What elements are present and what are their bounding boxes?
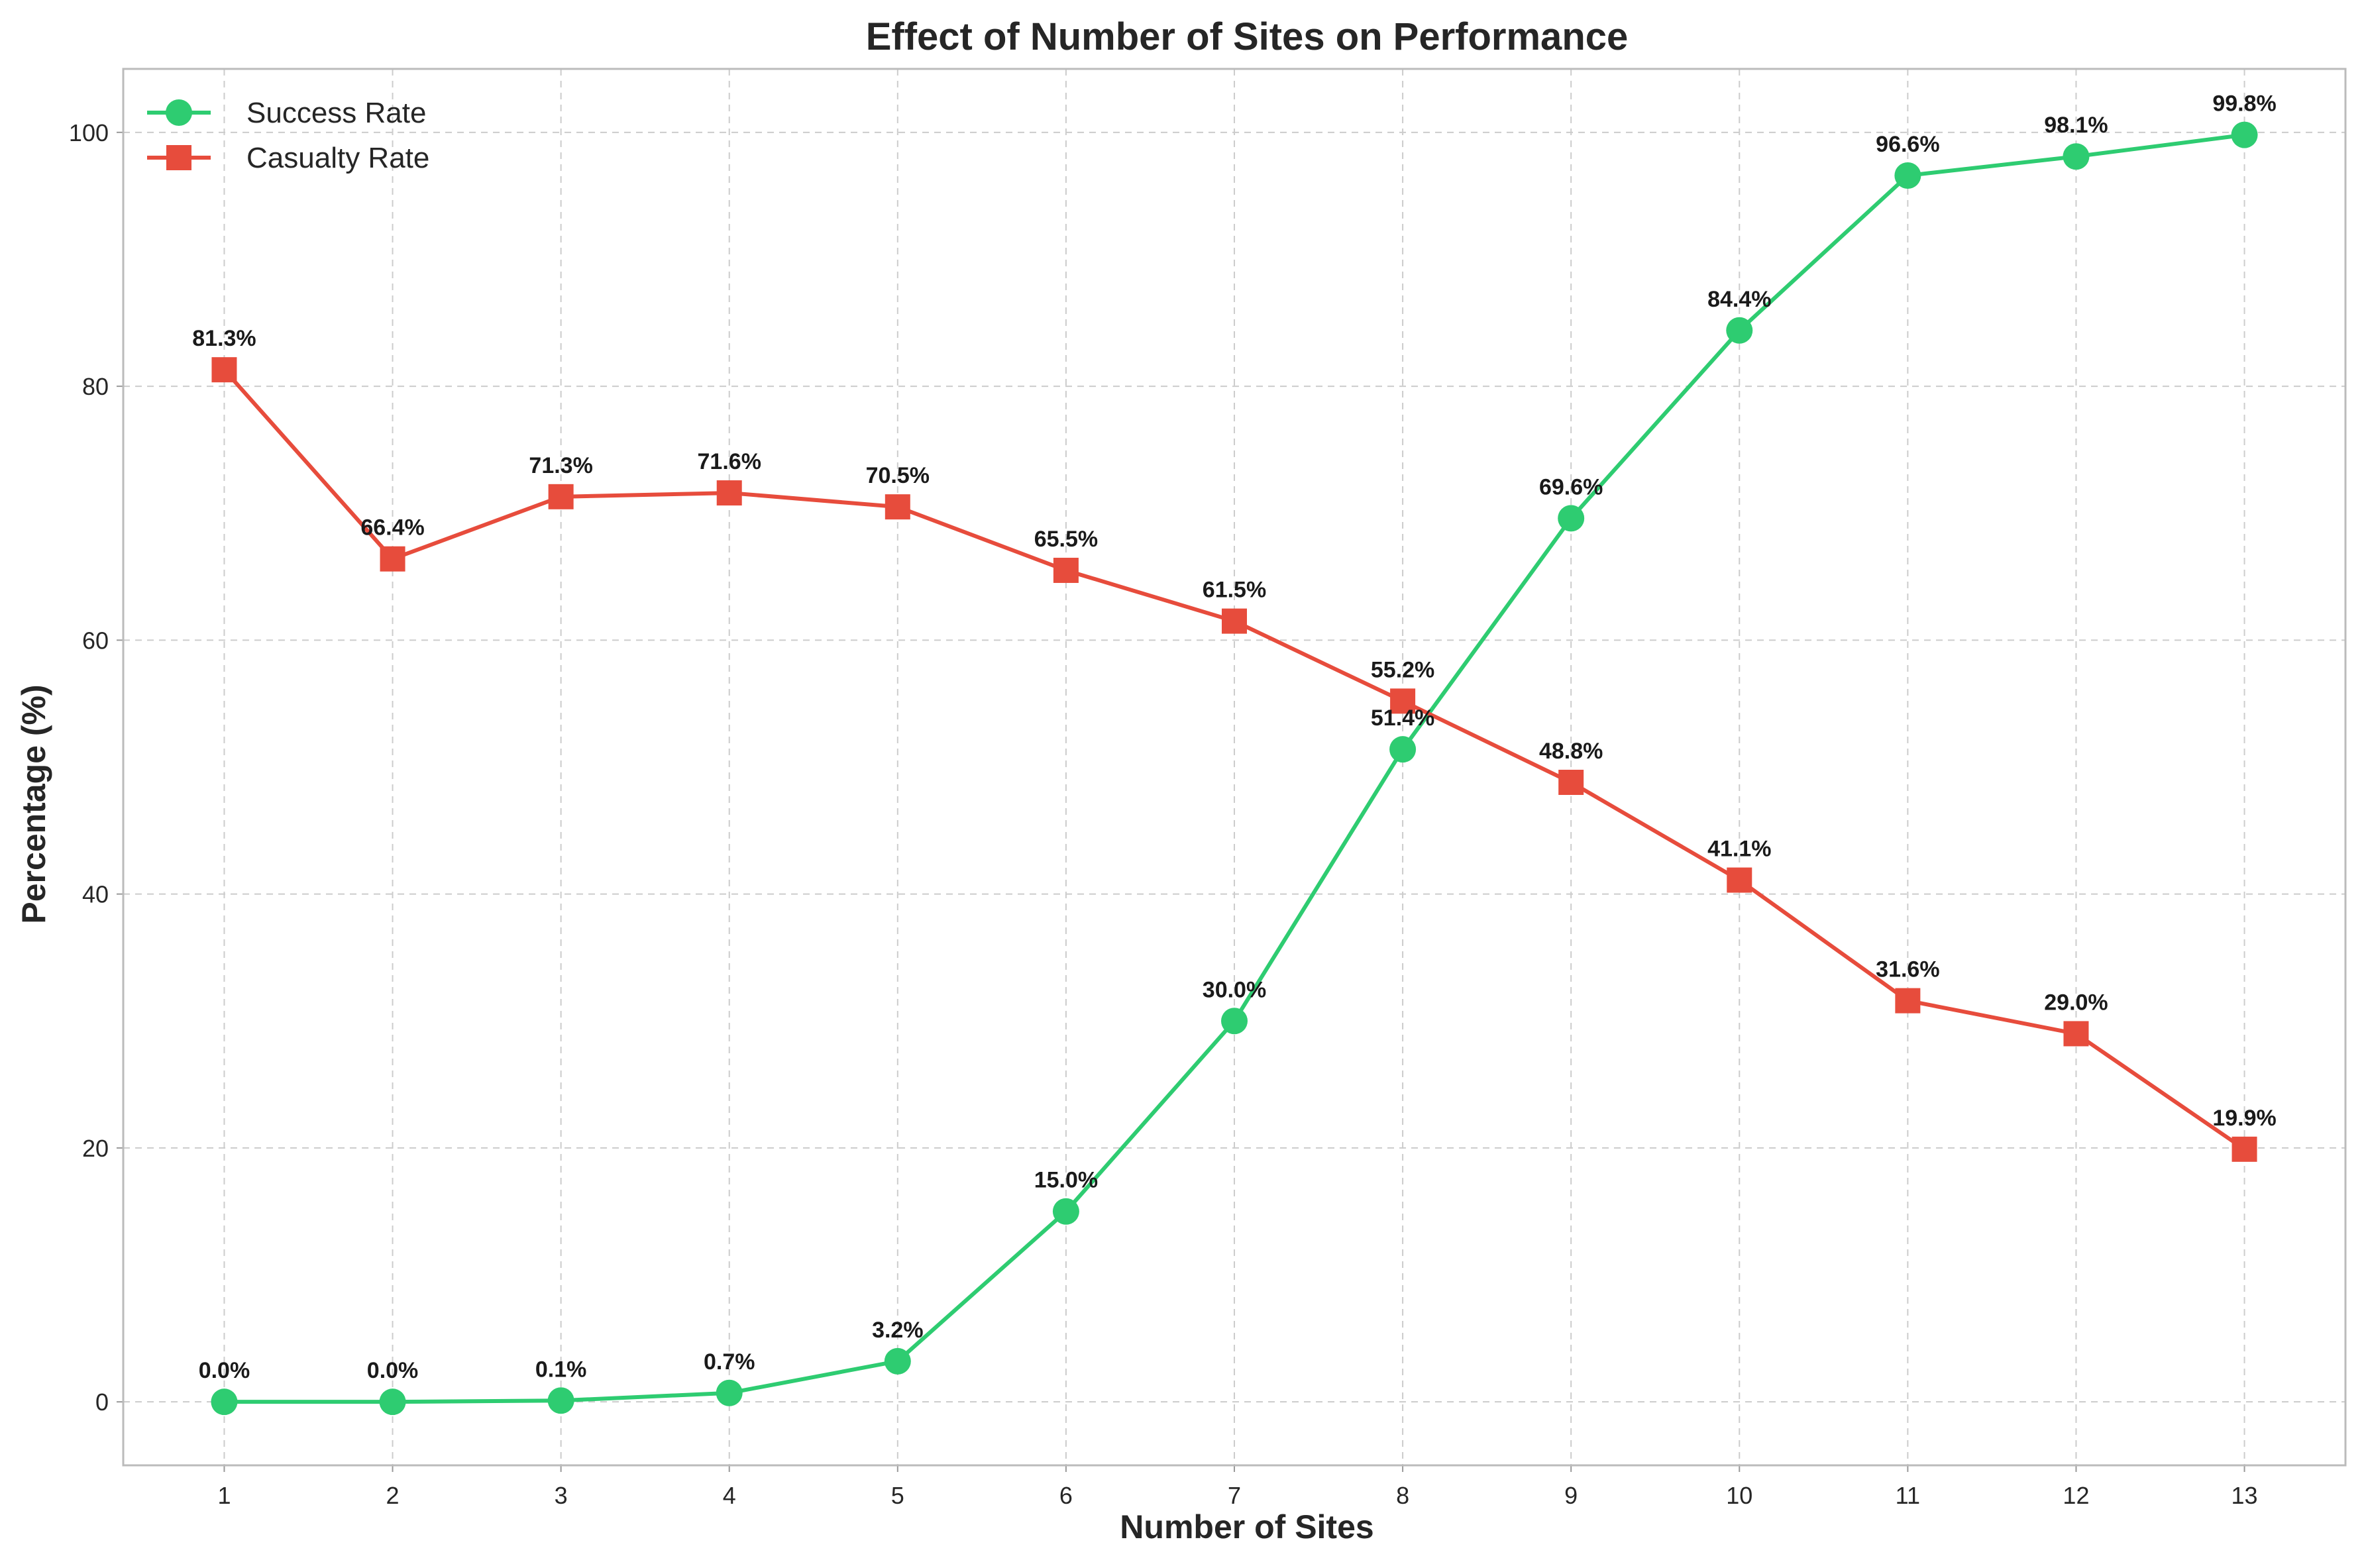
success-rate-data-label: 98.1%: [2044, 113, 2108, 138]
y-tick-label: 20: [82, 1135, 109, 1162]
casualty-rate-point: [548, 484, 574, 509]
casualty-rate-point: [380, 546, 405, 572]
casualty-rate-data-label: 65.5%: [1034, 527, 1098, 552]
casualty-rate-data-label: 71.6%: [698, 449, 761, 474]
success-rate-point: [884, 1347, 911, 1375]
x-tick-label: 1: [217, 1482, 231, 1509]
success-rate-data-label: 0.0%: [199, 1358, 250, 1383]
success-rate-point: [1894, 162, 1921, 189]
success-rate-point: [1221, 1008, 1248, 1035]
legend-item-casualty-rate: Casualty Rate: [147, 142, 429, 174]
plot-frame: [122, 68, 2347, 1467]
success-rate-point: [379, 1388, 406, 1416]
data-labels: 0.0% 0.0% 0.1% 0.7% 3.2% 15.0% 30.0% 51.4% 69.6%…: [192, 91, 2276, 1384]
casualty-rate-data-label: 66.4%: [360, 515, 424, 541]
success-rate-point: [2231, 121, 2258, 148]
success-rate-point: [547, 1387, 574, 1414]
casualty-rate-point: [885, 494, 910, 520]
success-rate-point: [1726, 317, 1753, 344]
casualty-rate-data-label: 81.3%: [192, 326, 256, 351]
y-tick-label: 100: [69, 119, 109, 146]
x-tick-label: 10: [1726, 1482, 1752, 1509]
x-tick-label: 9: [1564, 1482, 1578, 1509]
casualty-rate-point: [2063, 1021, 2089, 1047]
casualty-rate-series: [211, 357, 2257, 1162]
casualty-rate-point: [2232, 1136, 2257, 1162]
x-tick-label: 8: [1396, 1482, 1409, 1509]
success-rate-data-label: 0.7%: [704, 1349, 755, 1375]
x-tick-label: 7: [1228, 1482, 1241, 1509]
success-rate-point: [2063, 143, 2090, 170]
casualty-rate-data-label: 41.1%: [1707, 837, 1771, 862]
chart-title: Effect of Number of Sites on Performance: [866, 15, 1629, 58]
legend-label: Casualty Rate: [246, 142, 429, 174]
legend: Success Rate Casualty Rate: [147, 97, 429, 174]
casualty-rate-data-label: 55.2%: [1371, 657, 1434, 682]
success-rate-data-label: 99.8%: [2212, 91, 2276, 117]
success-rate-point: [1052, 1198, 1079, 1225]
success-rate-data-label: 0.1%: [535, 1357, 587, 1382]
x-tick-label: 12: [2063, 1482, 2089, 1509]
x-tick-label: 13: [2232, 1482, 2258, 1509]
success-rate-point: [211, 1388, 238, 1416]
casualty-rate-data-label: 48.8%: [1539, 739, 1603, 764]
legend-marker: [166, 145, 191, 170]
casualty-rate-data-label: 19.9%: [2212, 1106, 2276, 1131]
x-tick-label: 2: [386, 1482, 400, 1509]
success-rate-data-label: 96.6%: [1876, 132, 1939, 157]
success-rate-data-label: 30.0%: [1203, 977, 1266, 1002]
casualty-rate-data-label: 70.5%: [866, 463, 930, 488]
success-rate-point: [1558, 505, 1585, 532]
y-tick-label: 0: [95, 1388, 109, 1416]
success-rate-data-label: 51.4%: [1371, 706, 1434, 731]
x-tick-label: 5: [891, 1482, 904, 1509]
success-rate-point: [1389, 736, 1417, 763]
series-group: [211, 121, 2258, 1416]
success-rate-data-label: 15.0%: [1034, 1168, 1098, 1193]
y-tick-label: 60: [82, 627, 109, 654]
grid-lines: [123, 69, 2345, 1465]
y-tick-label: 80: [82, 373, 109, 400]
casualty-rate-data-label: 61.5%: [1203, 578, 1266, 603]
casualty-rate-point: [1727, 867, 1752, 893]
casualty-rate-point: [1222, 608, 1247, 634]
y-tick-label: 40: [82, 881, 109, 908]
success-rate-data-label: 69.6%: [1539, 474, 1603, 499]
success-rate-data-label: 0.0%: [367, 1358, 419, 1383]
success-rate-data-label: 3.2%: [872, 1318, 924, 1343]
casualty-rate-data-label: 71.3%: [529, 453, 592, 478]
x-tick-label: 11: [1896, 1482, 1920, 1509]
casualty-rate-point: [1053, 557, 1079, 583]
success-rate-point: [716, 1379, 743, 1406]
x-tick-label: 6: [1059, 1482, 1073, 1509]
x-tick-label: 4: [723, 1482, 736, 1509]
y-axis-label: Percentage (%): [15, 684, 52, 923]
x-axis-label: Number of Sites: [1120, 1508, 1373, 1545]
legend-item-success-rate: Success Rate: [147, 97, 426, 129]
success-rate-series: [211, 121, 2258, 1416]
casualty-rate-point: [1558, 769, 1584, 795]
casualty-rate-point: [716, 480, 742, 506]
x-tick-label: 3: [555, 1482, 568, 1509]
legend-marker: [166, 99, 192, 126]
casualty-rate-point: [1895, 988, 1921, 1014]
casualty-rate-data-label: 29.0%: [2044, 990, 2108, 1015]
casualty-rate-point: [211, 357, 237, 383]
casualty-rate-point: [1390, 688, 1416, 714]
success-rate-data-label: 84.4%: [1707, 287, 1771, 312]
legend-label: Success Rate: [246, 97, 426, 129]
casualty-rate-data-label: 31.6%: [1876, 957, 1939, 982]
